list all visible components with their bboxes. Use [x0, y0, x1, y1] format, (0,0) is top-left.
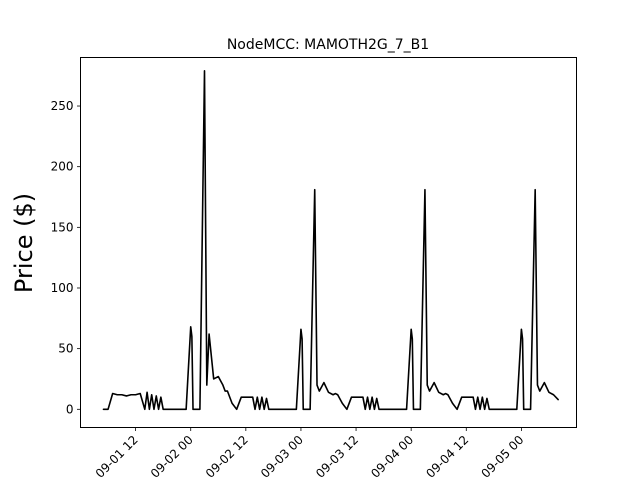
y-tick-label: 200 [51, 160, 74, 174]
y-tick-label: 250 [51, 99, 74, 113]
y-axis-label: Price ($) [10, 193, 38, 293]
y-tick-label: 50 [58, 342, 73, 356]
y-tick-label: 100 [51, 281, 74, 295]
y-tick-label: 150 [51, 220, 74, 234]
y-tick-label: 0 [66, 402, 74, 416]
chart-title: NodeMCC: MAMOTH2G_7_B1 [227, 37, 429, 53]
